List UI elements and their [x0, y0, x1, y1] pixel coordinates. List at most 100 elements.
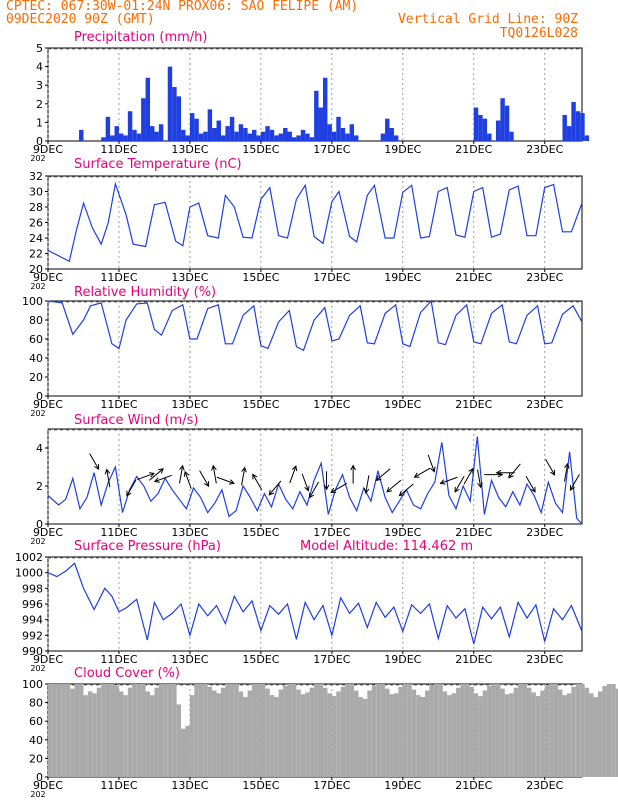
y-tick-label: 992	[22, 629, 43, 642]
bar-bar	[451, 693, 457, 777]
y-tick-label: 80	[29, 314, 43, 327]
plot-frame	[47, 300, 583, 397]
bar-bar	[305, 692, 310, 777]
wind-arrow	[477, 469, 483, 489]
y-tick-label: 3	[36, 79, 43, 92]
wind-arrow	[375, 468, 391, 482]
y-tick-label: 40	[29, 352, 43, 365]
bar-bar	[56, 684, 62, 777]
wind-arrow-shaft	[216, 476, 235, 484]
bar-bar	[243, 697, 248, 777]
plot-frame	[47, 428, 583, 525]
wind-arrow	[199, 470, 210, 488]
x-tick-label: 13DEC	[171, 779, 208, 792]
bar-bar	[478, 114, 483, 141]
wind-arrow-shaft	[301, 473, 309, 491]
bar-bar	[349, 124, 355, 141]
bar-bar	[278, 689, 284, 777]
wind-arrow-head	[158, 468, 164, 474]
series-line	[47, 562, 583, 645]
bar-bar	[580, 113, 585, 141]
y-tick-label: 1002	[15, 551, 43, 564]
wind-arrow-shaft	[525, 476, 536, 493]
bar-bar	[79, 684, 84, 777]
bar-bar	[238, 124, 244, 141]
bar-bar	[340, 127, 346, 141]
wind-arrow-shaft	[154, 474, 172, 482]
wind-arrow-shaft	[454, 476, 465, 493]
x-tick-label: 19DEC	[384, 526, 421, 539]
wind-arrow	[126, 479, 137, 497]
y-tick-label: 994	[22, 614, 43, 627]
wind-arrow	[525, 476, 536, 493]
bar-bar	[114, 685, 119, 777]
bar-bar	[101, 684, 106, 777]
x-tick-label: 15DEC	[242, 143, 279, 156]
bar-bar	[575, 684, 581, 777]
bar-bar	[114, 126, 119, 141]
bar-bar	[283, 127, 288, 141]
plot-frame	[47, 556, 583, 652]
bar-bar	[256, 135, 261, 141]
bar-bar	[571, 686, 576, 777]
x-tick-label: 23DEC	[526, 398, 563, 411]
bar-bar	[615, 688, 618, 777]
wind-arrow-head	[530, 486, 536, 493]
wind-arrow	[211, 464, 217, 484]
y-tick-label: 24	[29, 232, 43, 245]
bar-bar	[110, 684, 115, 777]
wind-arrow	[289, 465, 298, 484]
bar-bar	[416, 695, 421, 777]
wind-arrow	[241, 466, 247, 486]
bar-bar	[243, 127, 248, 141]
bar-bar	[127, 687, 133, 777]
wind-arrow-head	[304, 485, 310, 492]
y-tick-label: 0	[36, 390, 43, 403]
bar-bar	[522, 684, 528, 777]
x-tick-label: 17DEC	[313, 526, 350, 539]
wind-arrow	[350, 464, 356, 484]
bar-bar	[238, 691, 244, 777]
wind-arrow-head	[183, 470, 190, 477]
bar-bar	[65, 684, 71, 777]
bar-bar	[345, 684, 350, 777]
wind-arrow-shaft	[268, 480, 282, 496]
bar-bar	[79, 129, 84, 141]
wind-arrow-head	[330, 487, 337, 493]
wind-arrow-shaft	[106, 469, 111, 488]
bar-bar	[296, 689, 301, 777]
bar-bar	[203, 684, 208, 777]
bar-bar	[118, 133, 124, 141]
x-tick-label: 21DEC	[455, 779, 492, 792]
bar-bar	[181, 129, 186, 141]
bar-bar	[278, 133, 284, 141]
bar-bar	[354, 690, 359, 777]
wind-arrow	[495, 469, 515, 476]
x-tick-label: 13DEC	[171, 398, 208, 411]
x-tick-label: 19DEC	[384, 653, 421, 666]
bar-bar	[96, 687, 102, 777]
y-tick-label: 0	[36, 771, 43, 784]
wind-arrow-shaft	[440, 476, 458, 484]
panel-6: 0 20 40 60 80 100 9DEC 11DEC 13DEC 15DEC 17DEC 19DE…	[22, 666, 618, 799]
bar-bar	[367, 690, 372, 777]
y-tick-label: 5	[36, 42, 43, 55]
wind-arrow-head	[569, 484, 575, 491]
wind-arrow	[323, 471, 330, 491]
bar-bar	[389, 127, 394, 141]
bar-bar	[154, 687, 159, 777]
y-tick-label: 4	[36, 442, 43, 455]
wind-arrow-head	[363, 488, 370, 494]
wind-arrow	[309, 481, 320, 499]
wind-arrow-head	[94, 464, 100, 470]
bar-bar	[87, 691, 93, 777]
bar-bar	[473, 107, 479, 141]
bar-bar	[172, 684, 177, 777]
bar-bar	[553, 684, 559, 777]
y-tick-label: 2	[36, 480, 43, 493]
bar-bar	[424, 690, 430, 777]
wind-arrow-shaft	[184, 471, 192, 489]
bar-bar	[460, 684, 465, 777]
wind-arrow-shaft	[386, 479, 402, 493]
bar-bar	[527, 687, 532, 777]
